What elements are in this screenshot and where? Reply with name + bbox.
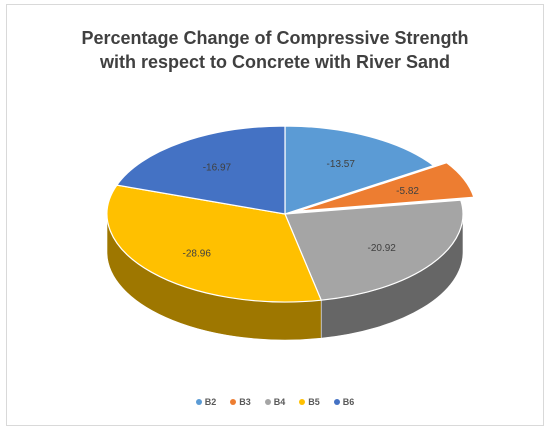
legend-swatch (264, 399, 271, 405)
legend-label: B3 (239, 397, 251, 407)
slice-b3 (297, 162, 475, 212)
legend-swatch (230, 399, 237, 405)
slice-b2 (284, 125, 435, 215)
data-label-b2: -13.57 (327, 159, 356, 170)
legend-label: B4 (273, 397, 286, 407)
chart-title-line-2: with respect to Concrete with River Sand (99, 52, 451, 72)
legend-item-b2: B2 (195, 397, 217, 407)
data-label-b4: -20.92 (368, 243, 397, 254)
legend-swatch (299, 399, 306, 405)
legend-swatch (333, 399, 340, 405)
data-label-b3: -5.82 (396, 186, 419, 197)
legend-swatch (195, 399, 202, 405)
chart-title-line-1: Percentage Change of Compressive Strengt… (81, 28, 469, 48)
data-label-b6: -16.97 (203, 163, 232, 174)
chart-title: Percentage Change of Compressive Strengt… (0, 26, 550, 74)
legend-item-b5: B5 (299, 397, 320, 407)
slice-b4 (284, 199, 464, 301)
slice-b6 (115, 125, 286, 215)
legend-label: B6 (342, 397, 355, 407)
legend-item-b4: B4 (264, 397, 286, 407)
legend-item-b3: B3 (230, 397, 251, 407)
legend-label: B5 (308, 397, 320, 407)
legend-label: B2 (204, 397, 217, 407)
chart-legend: B2 B3 B4 B5 B6 (0, 397, 550, 407)
pie-tops (106, 125, 475, 303)
pie-labels: -13.57 -5.82 -20.92 -28.96 -16.97 (183, 159, 420, 259)
slice-b5 (106, 184, 323, 303)
legend-item-b6: B6 (333, 397, 355, 407)
data-label-b5: -28.96 (183, 248, 212, 259)
